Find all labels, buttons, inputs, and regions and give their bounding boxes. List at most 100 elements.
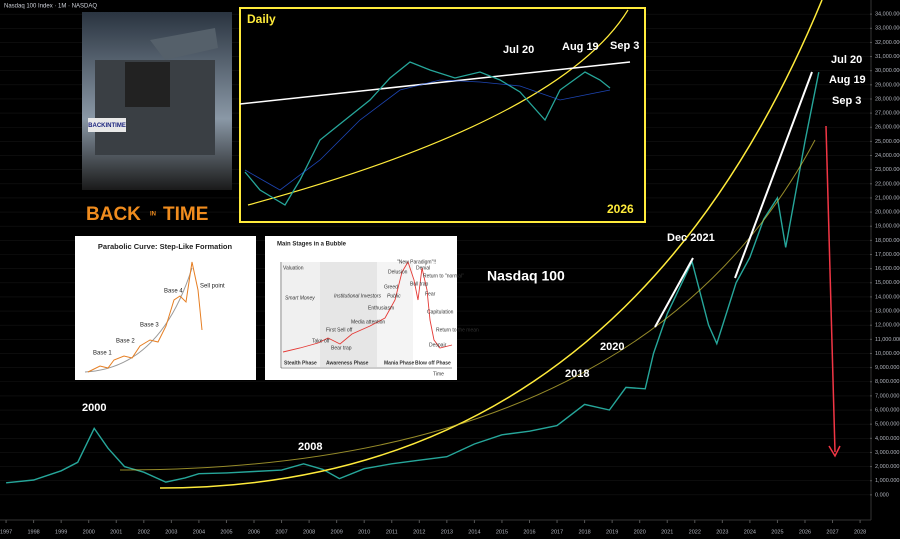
- inset-title: Daily: [247, 12, 276, 26]
- inset-label: Take off: [312, 338, 330, 344]
- inset-label: First Sell off: [326, 327, 353, 333]
- y-tick-label: 30,000.000: [875, 68, 900, 74]
- trend-line: [734, 71, 813, 279]
- inset-frame: [239, 7, 646, 223]
- movie-inset: BACKINTIME BACK IN TIME: [82, 12, 232, 225]
- trend-line: [654, 257, 694, 328]
- inset-label: Bear trap: [331, 345, 352, 351]
- inset-label: Greed: [384, 284, 398, 290]
- inset-label: Delusion: [388, 269, 408, 275]
- y-tick-label: 12,000.000: [875, 323, 900, 329]
- x-tick-label: 2003: [165, 529, 177, 535]
- y-tick-label: 10,000.000: [875, 351, 900, 357]
- x-tick-label: 2021: [661, 529, 673, 535]
- y-tick-label: 19,000.000: [875, 224, 900, 230]
- y-tick-label: 15,000.000: [875, 280, 900, 286]
- inset-label: Bull trap: [410, 281, 429, 287]
- inset-label: Base 1: [93, 351, 112, 357]
- band-sketch: [244, 79, 611, 191]
- chart-title: Nasdaq 100 Index · 1M · NASDAQ: [4, 4, 97, 10]
- trend-line: [239, 61, 631, 105]
- x-tick-label: 2007: [275, 529, 287, 535]
- y-tick-label: 25,000.000: [875, 139, 900, 145]
- x-tick-label: 2016: [523, 529, 535, 535]
- y-tick-label: 7,000.000: [875, 393, 899, 399]
- inset-label: Base 2: [116, 339, 135, 345]
- inset-label: Time: [433, 371, 444, 377]
- inset-label: Blow off Phase: [415, 360, 451, 366]
- x-tick-label: 2026: [799, 529, 811, 535]
- logo: TIME: [163, 204, 208, 225]
- arrow-head: [828, 445, 841, 458]
- y-tick-label: 5,000.000: [875, 422, 899, 428]
- inset-label: Institutional Investors: [334, 293, 381, 299]
- arrow: [825, 125, 836, 453]
- logo: IN: [150, 212, 156, 218]
- inset-label: Mania Phase: [384, 360, 415, 366]
- y-tick-label: 27,000.000: [875, 111, 900, 117]
- inset-label: Aug 19: [562, 41, 599, 53]
- y-tick-label: 28,000.000: [875, 96, 900, 102]
- annotation: Sep 3: [832, 95, 861, 107]
- curve: [84, 267, 193, 373]
- plate-text: BACKINTIME: [88, 123, 126, 129]
- y-tick-label: 1,000.000: [875, 478, 899, 484]
- x-tick-label: 2024: [744, 529, 756, 535]
- inset-label: Media attention: [351, 319, 385, 325]
- y-tick-label: 26,000.000: [875, 125, 900, 131]
- y-tick-label: 33,000.000: [875, 26, 900, 32]
- inset-label: Valuation: [283, 265, 304, 271]
- annotation: Aug 19: [829, 74, 866, 86]
- x-tick-label: 2009: [331, 529, 343, 535]
- inset-label: Smart Money: [285, 295, 315, 301]
- x-tick-label: 1998: [27, 529, 39, 535]
- annotation: 2018: [565, 368, 589, 380]
- inset-label: Stealth Phase: [284, 360, 317, 366]
- x-tick-label: 1999: [55, 529, 67, 535]
- y-tick-label: 34,000.000: [875, 12, 900, 18]
- daily-inset: Daily 2026 Jul 20 Aug 19 Sep 3: [239, 7, 646, 223]
- logo: BACK: [86, 204, 141, 225]
- x-tick-label: 2013: [441, 529, 453, 535]
- phase-band: [282, 262, 320, 367]
- annotation: 2020: [600, 341, 624, 353]
- price-sketch: [244, 61, 611, 206]
- y-tick-label: 23,000.000: [875, 167, 900, 173]
- x-tick-label: 2006: [248, 529, 260, 535]
- inset-label: Enthusiasm: [368, 305, 394, 311]
- inset-label: Public: [387, 293, 401, 299]
- x-tick-label: 2005: [220, 529, 232, 535]
- x-tick-label: 2023: [716, 529, 728, 535]
- inset-label: Fear: [425, 291, 436, 297]
- inset-label: Base 3: [140, 323, 159, 329]
- inset-label: Base 4: [164, 289, 183, 295]
- x-tick-label: 2014: [468, 529, 480, 535]
- inset-label: "New Paradigm"!!: [397, 259, 436, 265]
- bubble-inset: Main Stages in a Bubble Valuation Time S…: [265, 236, 479, 380]
- inset-label: Capitulation: [427, 309, 454, 315]
- y-tick-label: 31,000.000: [875, 54, 900, 60]
- x-tick-label: 2025: [771, 529, 783, 535]
- y-tick-label: 8,000.000: [875, 379, 899, 385]
- x-tick-label: 2017: [551, 529, 563, 535]
- annotation: 2000: [82, 402, 106, 414]
- price-sketch: [282, 260, 453, 353]
- y-tick-label: 17,000.000: [875, 252, 900, 258]
- inset-year: 2026: [607, 202, 634, 216]
- y-tick-label: 0.000: [875, 492, 889, 498]
- y-tick-label: 20,000.000: [875, 210, 900, 216]
- phase-band: [377, 262, 413, 367]
- annotation: 2008: [298, 441, 322, 453]
- x-tick-label: 2027: [826, 529, 838, 535]
- x-tick-label: 2008: [303, 529, 315, 535]
- parabolic-inset: Parabolic Curve: Step-Like Formation Bas…: [75, 236, 256, 380]
- x-tick-label: 2020: [634, 529, 646, 535]
- x-tick-label: 1997: [0, 529, 12, 535]
- x-tick-label: 2011: [386, 529, 398, 535]
- x-tick-label: 2002: [138, 529, 150, 535]
- x-tick-label: 2015: [496, 529, 508, 535]
- y-tick-label: 21,000.000: [875, 195, 900, 201]
- inset-label: Sep 3: [610, 40, 639, 52]
- x-tick-label: 2012: [413, 529, 425, 535]
